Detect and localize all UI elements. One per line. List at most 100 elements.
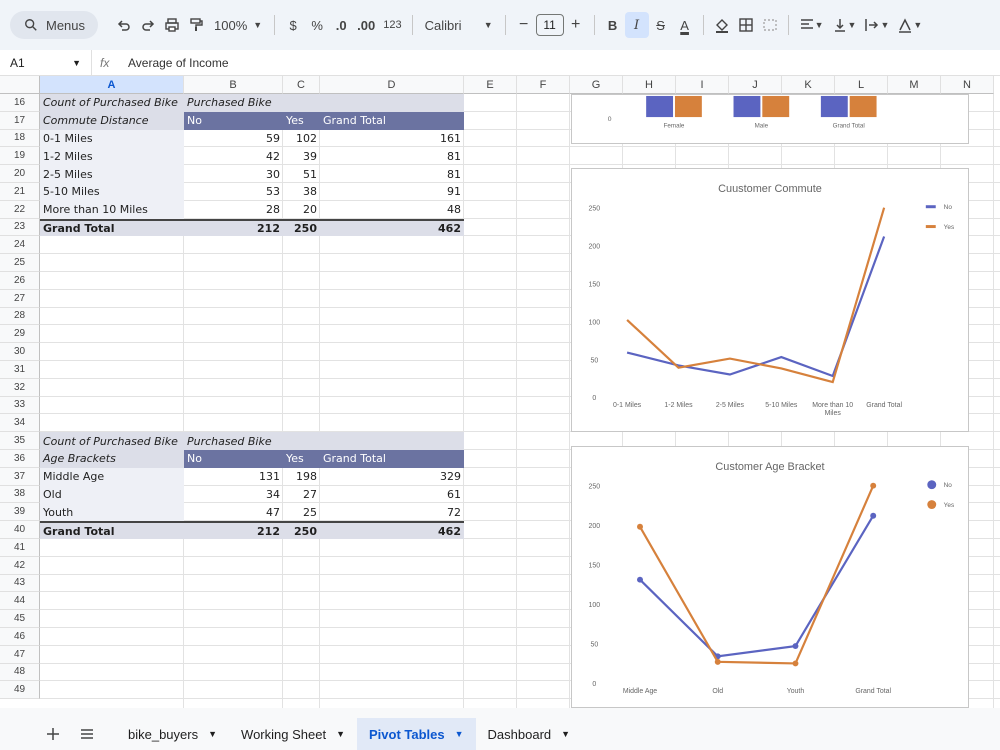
grand-total-value[interactable]: 212 xyxy=(184,218,283,237)
add-sheet-button[interactable] xyxy=(36,718,70,750)
pivot-value[interactable]: 34 xyxy=(266,487,280,501)
column-header[interactable]: I xyxy=(676,76,729,94)
pivot-row-label[interactable]: Middle Age xyxy=(40,467,184,486)
row-header[interactable]: 43 xyxy=(0,574,40,593)
grand-total-value[interactable]: 212 xyxy=(184,521,283,539)
pivot-value[interactable]: 61 xyxy=(447,487,461,501)
grand-total-value[interactable]: 462 xyxy=(320,218,464,237)
pivot-row-label[interactable]: 0-1 Miles xyxy=(40,129,184,148)
pivot-title[interactable]: Count of Purchased Bike xyxy=(40,94,184,112)
age-bracket-line-chart[interactable]: Customer Age Bracket 0 50 100 150 200 250 Middl… xyxy=(571,446,969,708)
pivot-value[interactable]: 59 xyxy=(266,131,280,145)
row-header[interactable]: 23 xyxy=(0,218,40,237)
all-sheets-button[interactable] xyxy=(70,718,104,750)
column-header[interactable]: E xyxy=(464,76,517,94)
pivot-value[interactable]: 47 xyxy=(266,505,280,519)
pivot-value[interactable]: 30 xyxy=(266,167,280,181)
bar-yes[interactable] xyxy=(674,95,702,118)
pivot-row-label[interactable]: 2-5 Miles xyxy=(40,165,184,183)
text-color-button[interactable]: A xyxy=(680,17,689,33)
pivot-value[interactable]: 27 xyxy=(303,487,317,501)
pivot-value[interactable]: 53 xyxy=(266,185,280,199)
data-point[interactable] xyxy=(714,658,721,665)
pivot-value[interactable]: 81 xyxy=(447,149,461,163)
row-header[interactable]: 37 xyxy=(0,467,40,486)
row-header[interactable]: 40 xyxy=(0,521,40,539)
row-header[interactable]: 18 xyxy=(0,129,40,148)
pivot-value[interactable]: 25 xyxy=(303,505,317,519)
row-header[interactable]: 47 xyxy=(0,645,40,664)
row-header[interactable]: 45 xyxy=(0,610,40,628)
grand-total-label[interactable]: Grand Total xyxy=(40,521,184,539)
pivot-column-header[interactable]: No xyxy=(184,450,283,468)
zoom-select[interactable]: 100% ▼ xyxy=(208,12,268,38)
pivot-value[interactable]: 131 xyxy=(259,470,280,484)
sheet-tab-dashboard[interactable]: Dashboard ▼ xyxy=(476,718,583,750)
pivot-row-field[interactable]: Commute Distance xyxy=(40,111,184,130)
pivot-value[interactable]: 198 xyxy=(296,470,317,484)
column-header[interactable]: G xyxy=(570,76,623,94)
row-header[interactable]: 17 xyxy=(0,111,40,130)
gender-bar-chart[interactable]: 0 Female Male Grand Total xyxy=(571,94,969,144)
row-header[interactable]: 16 xyxy=(0,94,40,112)
row-header[interactable]: 49 xyxy=(0,681,40,700)
align-horizontal-button[interactable]: ▼ xyxy=(795,12,828,38)
column-header[interactable]: N xyxy=(941,76,994,94)
pivot-title[interactable]: Count of Purchased Bike xyxy=(40,432,184,450)
pivot-value[interactable]: 42 xyxy=(266,149,280,163)
number-format-button[interactable]: 123 xyxy=(383,19,402,31)
series-line-no[interactable] xyxy=(639,515,875,658)
row-header[interactable]: 25 xyxy=(0,254,40,272)
pivot-value[interactable]: 51 xyxy=(303,167,317,181)
pivot-column-header[interactable]: Yes xyxy=(283,111,320,130)
pivot-value[interactable]: 72 xyxy=(447,505,461,519)
sheet-tab-pivot-tables[interactable]: Pivot Tables ▼ xyxy=(356,718,476,750)
align-vertical-button[interactable]: ▼ xyxy=(828,12,861,38)
column-header[interactable]: D xyxy=(320,76,464,94)
row-header[interactable]: 38 xyxy=(0,485,40,504)
text-rotation-button[interactable]: ▼ xyxy=(893,12,926,38)
row-header[interactable]: 36 xyxy=(0,450,40,468)
column-header[interactable]: F xyxy=(517,76,570,94)
pivot-column-field[interactable]: Purchased Bike xyxy=(184,432,464,450)
pivot-column-header[interactable]: Grand Total xyxy=(320,111,464,130)
row-header[interactable]: 24 xyxy=(0,236,40,255)
data-point[interactable] xyxy=(637,576,643,583)
column-header[interactable]: L xyxy=(835,76,888,94)
row-header[interactable]: 29 xyxy=(0,325,40,344)
pivot-row-label[interactable]: Old xyxy=(40,485,184,504)
pivot-value[interactable]: 91 xyxy=(447,185,461,199)
pivot-value[interactable]: 161 xyxy=(440,131,461,145)
data-point[interactable] xyxy=(637,523,643,530)
row-header[interactable]: 22 xyxy=(0,200,40,219)
merge-cells-button[interactable] xyxy=(758,12,782,38)
fill-color-button[interactable] xyxy=(710,12,734,38)
pivot-row-label[interactable]: 5-10 Miles xyxy=(40,183,184,201)
pivot-value[interactable]: 28 xyxy=(266,203,280,217)
font-size-increase-button[interactable]: + xyxy=(570,16,581,33)
pivot-value[interactable]: 39 xyxy=(303,149,317,163)
bar-no[interactable] xyxy=(820,95,848,118)
pivot-row-label[interactable]: 1-2 Miles xyxy=(40,147,184,166)
grand-total-value[interactable]: 250 xyxy=(283,218,320,237)
row-header[interactable]: 33 xyxy=(0,396,40,415)
row-header[interactable]: 41 xyxy=(0,539,40,557)
data-point[interactable] xyxy=(870,512,877,519)
pivot-row-field[interactable]: Age Brackets xyxy=(40,450,184,468)
pivot-value[interactable]: 38 xyxy=(303,185,317,199)
pivot-row-label[interactable]: Youth xyxy=(40,503,184,522)
sheet-tab-working-sheet[interactable]: Working Sheet ▼ xyxy=(229,718,357,750)
pivot-value[interactable]: 81 xyxy=(447,167,461,181)
paint-format-button[interactable] xyxy=(184,12,208,38)
row-header[interactable]: 46 xyxy=(0,628,40,646)
row-header[interactable]: 20 xyxy=(0,165,40,183)
undo-button[interactable] xyxy=(112,12,136,38)
pivot-row-label[interactable]: More than 10 Miles xyxy=(40,200,184,219)
row-header[interactable]: 21 xyxy=(0,183,40,201)
column-header[interactable]: C xyxy=(283,76,320,94)
pivot-value[interactable]: 20 xyxy=(303,203,317,217)
sheet-tab-bike-buyers[interactable]: bike_buyers ▼ xyxy=(116,718,229,750)
pivot-value[interactable]: 48 xyxy=(447,203,461,217)
bar-no[interactable] xyxy=(733,95,761,118)
data-point[interactable] xyxy=(870,482,877,489)
